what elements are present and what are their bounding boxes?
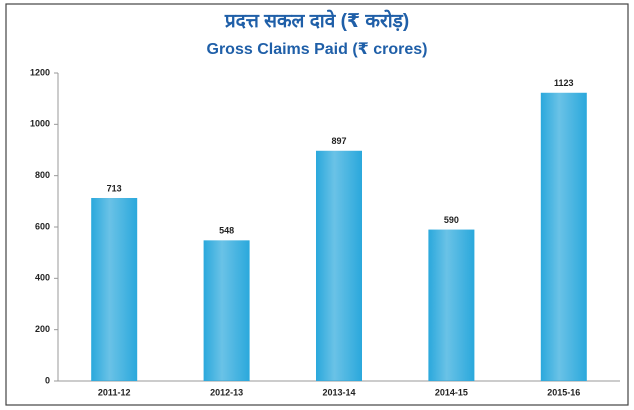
y-tick-label: 1200: [30, 67, 50, 77]
y-tick-label: 1000: [30, 119, 50, 129]
bar: [540, 92, 587, 381]
bar: [203, 240, 250, 381]
chart-subtitle: Gross Claims Paid (₹ crores): [207, 41, 428, 58]
bar: [91, 197, 138, 381]
x-tick-label: 2015-16: [547, 387, 580, 397]
x-tick-label: 2011-12: [98, 387, 131, 397]
data-label: 713: [107, 183, 122, 193]
bar: [316, 150, 362, 381]
y-tick-label: 200: [35, 324, 50, 334]
x-tick-label: 2014-15: [435, 387, 468, 397]
y-tick-label: 400: [35, 273, 50, 283]
data-label: 897: [331, 136, 346, 146]
x-tick-label: 2012-13: [210, 387, 243, 397]
y-tick-label: 600: [35, 221, 50, 231]
bar: [428, 229, 475, 381]
data-label: 548: [219, 226, 234, 236]
data-label: 590: [444, 215, 459, 225]
x-tick-label: 2013-14: [322, 387, 355, 397]
y-tick-label: 0: [45, 375, 50, 385]
data-label: 1123: [554, 78, 574, 88]
chart-title: प्रदत्त सकल दावे (₹ करोड़): [224, 9, 409, 32]
y-tick-label: 800: [35, 170, 50, 180]
